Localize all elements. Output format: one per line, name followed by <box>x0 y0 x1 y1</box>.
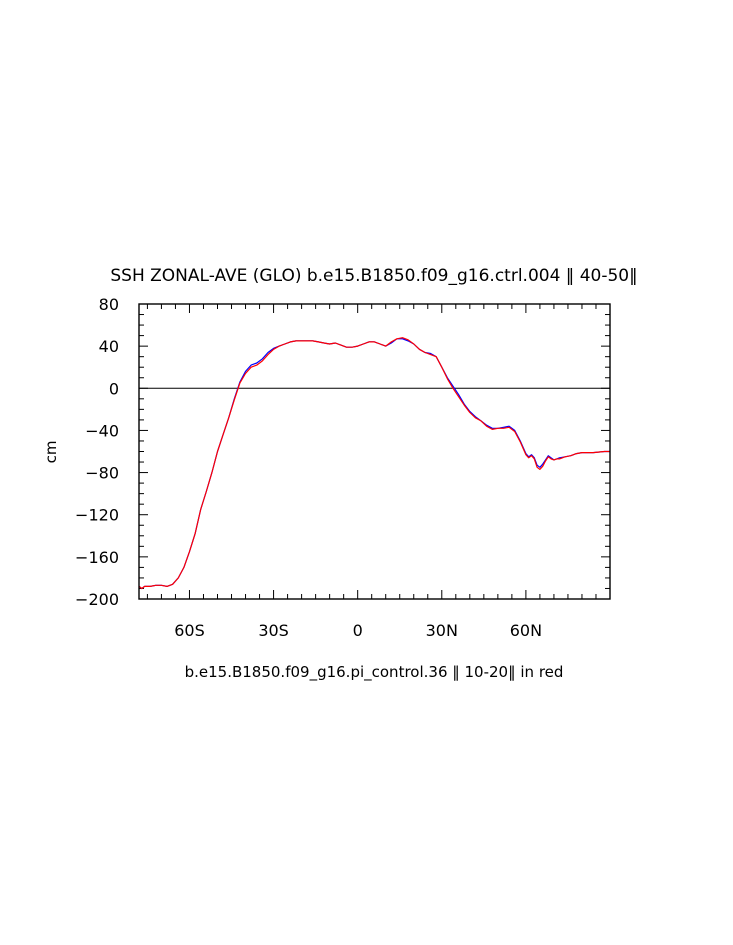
y-tick-label: 40 <box>99 337 119 356</box>
y-tick-label: −160 <box>75 548 119 567</box>
plot-area: −200 −160 −120 −80 −40 0 40 80 60S 30S 0 30N 60N <box>75 295 611 640</box>
chart-subtitle: b.e15.B1850.f09_g16.pi_control.36 ‖ 10-2… <box>185 663 564 682</box>
x-tick-label: 30N <box>426 621 458 640</box>
chart-title: SSH ZONAL-AVE (GLO) b.e15.B1850.f09_g16.… <box>110 266 637 286</box>
y-tick-label: −120 <box>75 506 119 525</box>
x-tick-label: 60S <box>174 621 205 640</box>
y-tick-label: −200 <box>75 590 119 609</box>
y-tick-label: 80 <box>99 295 119 314</box>
series-line-red <box>138 337 610 590</box>
y-tick-label: −80 <box>85 464 119 483</box>
y-tick-label: 0 <box>109 379 119 398</box>
x-tick-label: 60N <box>510 621 542 640</box>
plot-frame <box>138 303 611 600</box>
x-tick-label: 30S <box>258 621 289 640</box>
x-tick-label: 0 <box>353 621 363 640</box>
y-axis-label: cm <box>42 441 60 464</box>
y-tick-label: −40 <box>85 421 119 440</box>
series-line-blue <box>138 338 610 590</box>
